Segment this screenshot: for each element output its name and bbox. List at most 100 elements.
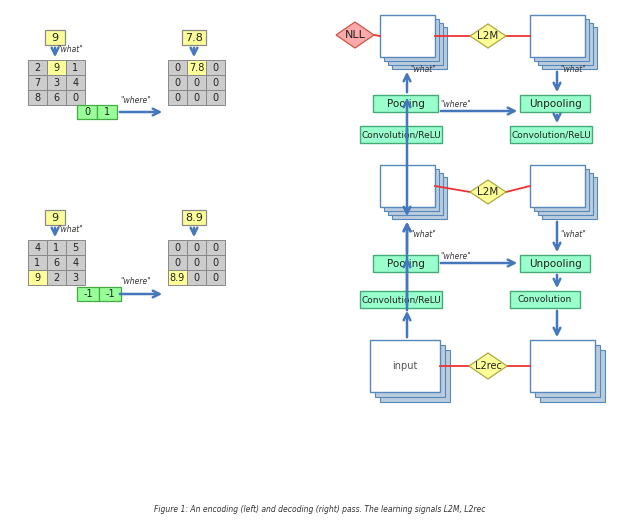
Bar — [45, 210, 65, 225]
Text: 2: 2 — [53, 272, 60, 282]
Bar — [28, 270, 47, 285]
Bar — [534, 169, 589, 211]
Bar — [206, 240, 225, 255]
Bar — [47, 240, 66, 255]
Bar — [540, 350, 605, 402]
Text: input: input — [392, 361, 418, 371]
Polygon shape — [470, 180, 506, 204]
Text: Pooling: Pooling — [387, 98, 424, 109]
Text: 9: 9 — [51, 33, 59, 43]
Bar — [97, 105, 117, 119]
Bar — [28, 75, 47, 90]
Bar — [520, 95, 590, 112]
Bar — [392, 27, 447, 69]
Bar — [187, 75, 206, 90]
Bar — [66, 90, 85, 105]
Text: Unpooling: Unpooling — [529, 98, 581, 109]
Text: "where": "where" — [440, 252, 471, 261]
Text: "where": "where" — [120, 96, 151, 105]
Text: 9: 9 — [35, 272, 40, 282]
Bar — [373, 255, 438, 272]
Bar — [28, 60, 47, 75]
Bar — [206, 75, 225, 90]
Bar — [168, 90, 187, 105]
Text: Pooling: Pooling — [387, 258, 424, 268]
Bar — [510, 291, 580, 308]
Text: Convolution/ReLU: Convolution/ReLU — [361, 295, 441, 304]
Text: -1: -1 — [83, 289, 93, 299]
Bar — [168, 255, 187, 270]
Bar — [47, 270, 66, 285]
Text: 4: 4 — [35, 242, 40, 253]
Bar — [66, 240, 85, 255]
Bar — [520, 255, 590, 272]
Text: 3: 3 — [53, 77, 60, 87]
Bar — [187, 90, 206, 105]
Bar — [187, 60, 206, 75]
Bar — [66, 60, 85, 75]
Text: 0: 0 — [193, 272, 200, 282]
Text: 9: 9 — [53, 62, 60, 72]
Bar — [360, 291, 442, 308]
Bar — [388, 173, 443, 215]
Text: "what": "what" — [560, 230, 586, 239]
Text: 6: 6 — [53, 93, 60, 102]
Bar — [47, 75, 66, 90]
Text: 0: 0 — [175, 93, 180, 102]
Text: 0: 0 — [72, 93, 79, 102]
Text: 4: 4 — [72, 77, 79, 87]
Text: 0: 0 — [175, 257, 180, 267]
Bar — [66, 255, 85, 270]
Bar — [47, 255, 66, 270]
Text: 8.9: 8.9 — [170, 272, 185, 282]
Bar — [538, 173, 593, 215]
Bar — [168, 240, 187, 255]
Text: 5: 5 — [72, 242, 79, 253]
Text: "what": "what" — [560, 65, 586, 74]
Polygon shape — [469, 353, 507, 379]
Bar — [530, 340, 595, 392]
Bar — [206, 270, 225, 285]
Bar — [168, 270, 187, 285]
Bar — [206, 255, 225, 270]
Text: "what": "what" — [410, 230, 436, 239]
Bar — [45, 30, 65, 45]
Text: 2: 2 — [35, 62, 40, 72]
Bar — [542, 177, 597, 219]
Text: NLL: NLL — [344, 30, 365, 40]
Text: 0: 0 — [193, 257, 200, 267]
Bar — [187, 255, 206, 270]
Bar — [373, 95, 438, 112]
Bar — [168, 60, 187, 75]
Bar — [47, 60, 66, 75]
Text: -1: -1 — [105, 289, 115, 299]
Text: 0: 0 — [212, 257, 219, 267]
Text: Figure 1: An encoding (left) and decoding (right) pass. The learning signals L2M: Figure 1: An encoding (left) and decodin… — [154, 505, 486, 514]
Text: 0: 0 — [212, 77, 219, 87]
Text: 3: 3 — [72, 272, 79, 282]
Polygon shape — [470, 24, 506, 48]
Bar — [28, 90, 47, 105]
Text: 0: 0 — [212, 62, 219, 72]
Bar — [28, 255, 47, 270]
Text: 7.8: 7.8 — [185, 33, 203, 43]
Text: 7: 7 — [35, 77, 40, 87]
Bar — [182, 30, 206, 45]
Text: "where": "where" — [120, 277, 151, 286]
Bar — [384, 169, 439, 211]
Text: L2M: L2M — [477, 31, 499, 41]
Text: 0: 0 — [212, 242, 219, 253]
Text: 4: 4 — [72, 257, 79, 267]
Text: 8: 8 — [35, 93, 40, 102]
Bar — [187, 240, 206, 255]
Bar — [375, 345, 445, 397]
Bar — [530, 15, 585, 57]
Text: 1: 1 — [104, 107, 110, 117]
Bar — [510, 126, 592, 143]
Text: 0: 0 — [212, 272, 219, 282]
Bar — [77, 105, 97, 119]
Text: 9: 9 — [51, 213, 59, 223]
Text: 0: 0 — [84, 107, 90, 117]
Text: 6: 6 — [53, 257, 60, 267]
Text: L2M: L2M — [477, 187, 499, 197]
